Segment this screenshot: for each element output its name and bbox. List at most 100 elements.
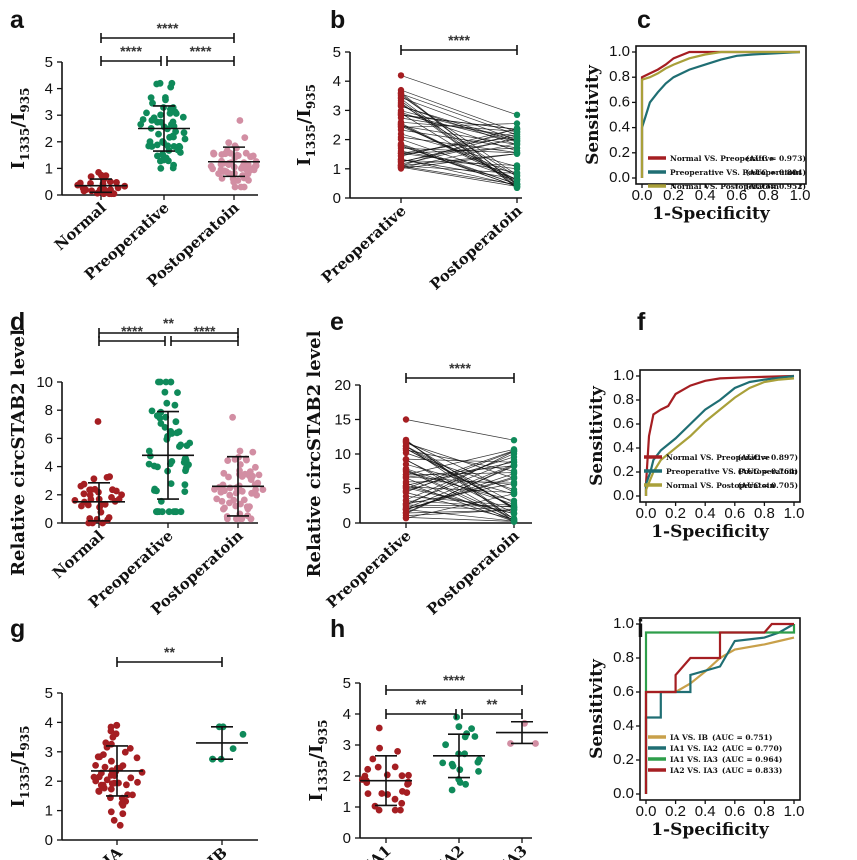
data-point-after <box>513 137 521 144</box>
data-point <box>102 172 110 180</box>
data-point <box>397 806 404 814</box>
panel-a: a012345NormalPreoperativePostoperatoinI1… <box>8 6 260 291</box>
data-point <box>163 399 171 407</box>
paired-line <box>405 509 515 522</box>
data-point <box>108 494 115 501</box>
data-point <box>154 152 161 160</box>
y-axis-label-part: /I <box>294 109 315 124</box>
data-point <box>155 130 162 138</box>
data-point <box>167 480 175 487</box>
legend-auc: (AUC = 0.964) <box>722 755 782 764</box>
y-tick-label: 2 <box>343 768 351 785</box>
y-tick-label: 0.2 <box>613 751 634 768</box>
x-axis-label: 1-Specificity <box>652 204 771 224</box>
data-point-after <box>510 448 518 455</box>
legend-auc: (AUC = 0.751) <box>712 733 772 742</box>
paired-line <box>405 463 515 495</box>
y-axis-label: Sensitivity <box>583 64 603 165</box>
data-point <box>245 176 252 184</box>
paired-line <box>405 506 515 510</box>
data-point <box>163 435 171 443</box>
y-axis-label-subscript: 1335 <box>304 124 318 157</box>
data-point <box>156 378 164 386</box>
data-point <box>111 779 118 787</box>
roc-curve <box>644 374 795 496</box>
data-point <box>231 142 239 150</box>
x-tick-label: 0.4 <box>695 187 716 204</box>
data-point <box>109 486 116 494</box>
data-point <box>94 418 102 425</box>
legend-entry: Normal VS. Postoperatoin <box>670 182 780 191</box>
data-point-after <box>510 501 518 508</box>
paired-line <box>405 449 515 472</box>
paired-line <box>400 102 518 188</box>
paired-line <box>405 483 515 505</box>
legend-auc: (AUC = 0.770) <box>722 744 782 753</box>
data-point <box>106 473 113 481</box>
data-point <box>211 485 218 493</box>
data-point <box>148 116 156 124</box>
data-point <box>229 745 237 752</box>
paired-line <box>400 133 518 163</box>
data-point <box>391 763 399 771</box>
data-point <box>213 495 221 503</box>
data-point <box>107 723 115 731</box>
x-tick-label: 1.0 <box>784 505 805 522</box>
data-group-Preoperative <box>142 378 194 516</box>
y-tick-label: 5 <box>45 685 53 702</box>
data-point <box>442 741 449 749</box>
paired-line <box>405 509 515 514</box>
data-point <box>149 99 156 107</box>
y-tick-label: 3 <box>333 102 341 119</box>
data-point-before <box>397 162 405 169</box>
y-tick-label: 0.8 <box>613 391 634 408</box>
y-tick-label: 6 <box>45 430 53 447</box>
data-point <box>374 763 382 771</box>
data-point <box>134 778 141 786</box>
panel-d: d0246810NormalPreoperativePostoperatoinR… <box>8 308 267 619</box>
paired-line <box>400 125 518 176</box>
data-point <box>161 388 169 396</box>
y-tick-label: 3 <box>343 737 351 754</box>
y-tick-label: 4 <box>45 459 53 476</box>
x-axis-label: 1-Specificity <box>651 820 770 840</box>
y-tick-label: 0 <box>45 187 53 204</box>
data-point <box>219 168 227 176</box>
paired-line <box>405 473 515 511</box>
paired-line <box>400 75 518 116</box>
roc-curve <box>640 50 800 178</box>
legend-auc: (AUC = 0.952) <box>746 182 806 191</box>
data-point-after <box>513 163 521 170</box>
data-point <box>169 164 177 172</box>
y-tick-label: 4 <box>333 73 341 90</box>
legend-auc: (AUC = 0.804) <box>746 168 806 177</box>
data-point <box>80 187 88 195</box>
data-point <box>94 189 101 197</box>
paired-line <box>400 127 518 167</box>
y-tick-label: 0.4 <box>609 119 630 136</box>
significance-label: **** <box>448 32 470 48</box>
data-point <box>217 488 225 496</box>
panel-label: h <box>330 615 345 643</box>
data-point <box>259 486 267 493</box>
data-point <box>225 473 232 481</box>
x-tick-label: 0.8 <box>754 505 775 522</box>
data-point <box>119 762 127 769</box>
legend-auc: (AUC = 0.897) <box>738 453 798 462</box>
y-tick-label: 0.4 <box>613 717 634 734</box>
y-axis-label-subscript: 935 <box>316 720 330 745</box>
data-point <box>241 470 249 478</box>
data-point-before <box>402 488 410 496</box>
data-point-before <box>402 438 410 445</box>
paired-line <box>400 89 518 133</box>
data-point <box>398 799 406 807</box>
data-point <box>167 105 174 113</box>
data-point <box>180 129 188 137</box>
data-point <box>113 721 121 729</box>
data-point <box>153 508 160 516</box>
significance-label: ** <box>164 644 175 660</box>
data-point <box>127 774 135 782</box>
data-point-after <box>510 453 518 461</box>
paired-line <box>400 105 518 146</box>
paired-line <box>400 121 518 132</box>
